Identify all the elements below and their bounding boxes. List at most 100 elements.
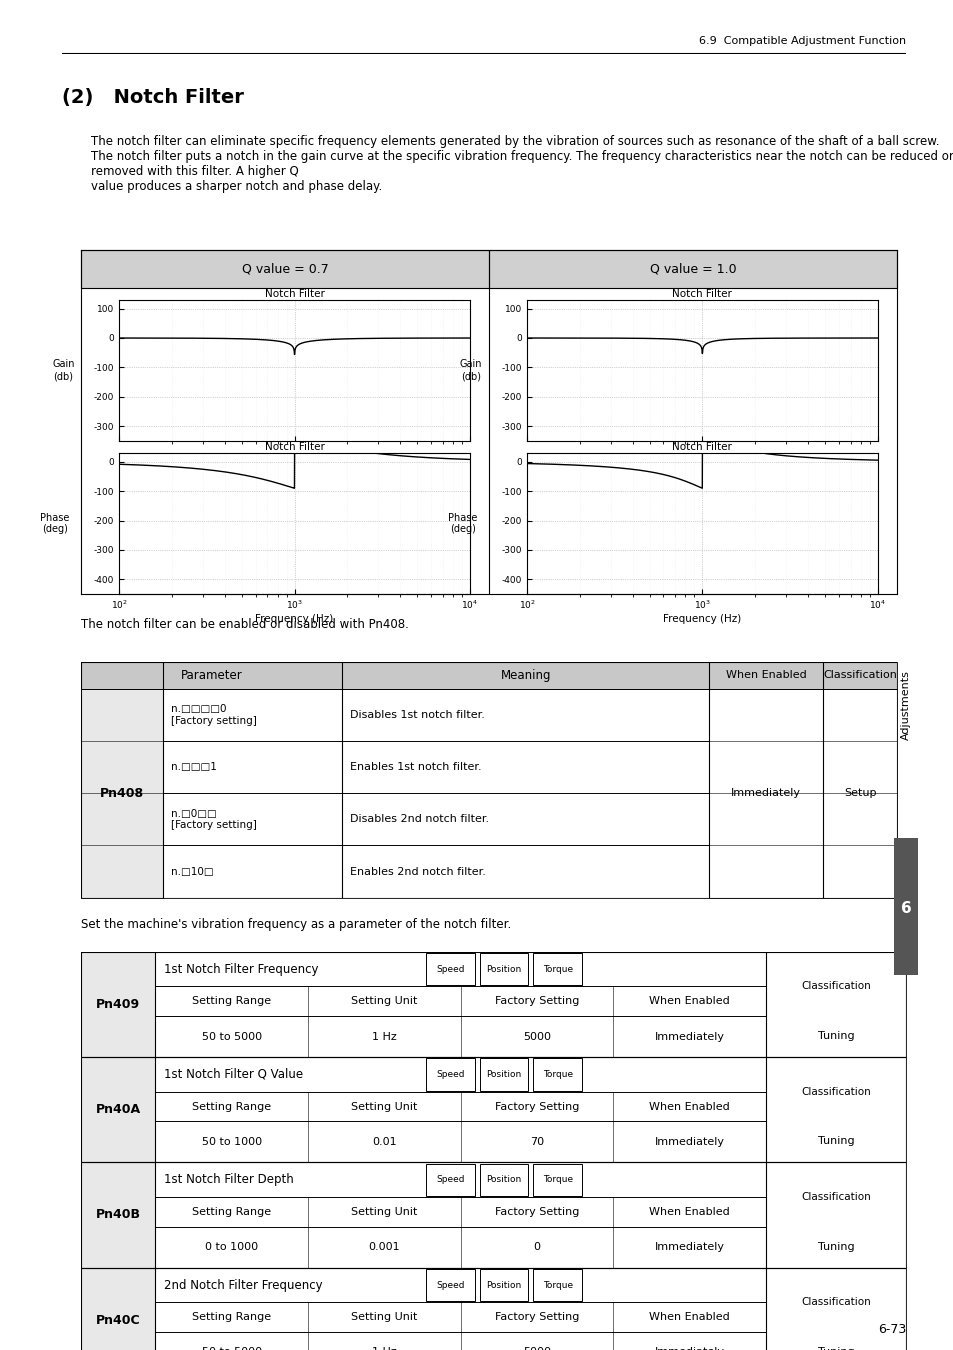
Text: When Enabled: When Enabled	[649, 1102, 729, 1111]
Text: Setup: Setup	[842, 788, 876, 798]
Text: 2nd Notch Filter Frequency: 2nd Notch Filter Frequency	[163, 1278, 322, 1292]
Text: 0.01: 0.01	[372, 1137, 396, 1146]
Text: Setting Unit: Setting Unit	[351, 1102, 417, 1111]
Bar	[155, 1197, 765, 1227]
FancyBboxPatch shape	[479, 1269, 528, 1301]
Text: Pn40C: Pn40C	[96, 1314, 140, 1327]
Text: 50 to 5000: 50 to 5000	[201, 1347, 261, 1350]
Bar	[162, 688, 342, 741]
Text: Immediately: Immediately	[654, 1031, 724, 1041]
Text: Speed: Speed	[436, 1281, 464, 1289]
Bar	[155, 1162, 765, 1197]
Bar	[155, 1092, 765, 1122]
Text: Torque: Torque	[542, 1071, 572, 1079]
Text: Position: Position	[486, 965, 521, 973]
Y-axis label: Phase
(deg): Phase (deg)	[40, 513, 70, 535]
Text: Position: Position	[486, 1071, 521, 1079]
Bar	[155, 1303, 765, 1332]
Text: n.□0□□
[Factory setting]: n.□0□□ [Factory setting]	[171, 809, 256, 830]
Text: Tuning: Tuning	[817, 1137, 854, 1146]
Bar	[708, 794, 822, 845]
Bar	[162, 794, 342, 845]
Text: Pn409: Pn409	[96, 998, 140, 1011]
Text: Meaning: Meaning	[500, 668, 550, 682]
Text: 5000: 5000	[522, 1347, 551, 1350]
Text: Torque: Torque	[542, 965, 572, 973]
Text: Adjustments: Adjustments	[901, 671, 910, 740]
Text: Setting Range: Setting Range	[192, 996, 271, 1006]
FancyBboxPatch shape	[533, 1164, 581, 1196]
Text: 0: 0	[533, 1242, 540, 1251]
Text: Pn40B: Pn40B	[95, 1208, 141, 1222]
Bar	[765, 1057, 905, 1162]
Bar	[155, 1017, 765, 1057]
Text: Setting Unit: Setting Unit	[351, 1207, 417, 1216]
Title: Notch Filter: Notch Filter	[264, 443, 324, 452]
Y-axis label: Phase
(deg): Phase (deg)	[448, 513, 477, 535]
Bar	[822, 662, 896, 688]
Text: 5000: 5000	[522, 1031, 551, 1041]
FancyBboxPatch shape	[426, 953, 475, 985]
Bar	[81, 1268, 155, 1350]
FancyBboxPatch shape	[479, 1058, 528, 1091]
FancyBboxPatch shape	[426, 1164, 475, 1196]
Bar	[822, 688, 896, 741]
Text: n.□□□1: n.□□□1	[171, 761, 216, 772]
Text: Position: Position	[486, 1176, 521, 1184]
Bar	[708, 688, 822, 898]
Bar	[708, 662, 822, 688]
Text: When Enabled: When Enabled	[649, 1312, 729, 1322]
X-axis label: Frequency (Hz): Frequency (Hz)	[255, 614, 334, 624]
Bar	[155, 1057, 765, 1092]
Bar	[81, 688, 162, 741]
Text: Setting Range: Setting Range	[192, 1312, 271, 1322]
Text: 6: 6	[900, 900, 911, 917]
Text: Immediately: Immediately	[731, 788, 801, 798]
Bar	[155, 1227, 765, 1268]
Text: Q value = 0.7: Q value = 0.7	[241, 262, 328, 275]
Text: Enables 2nd notch filter.: Enables 2nd notch filter.	[350, 867, 486, 876]
Text: Setting Range: Setting Range	[192, 1102, 271, 1111]
Text: Setting Unit: Setting Unit	[351, 996, 417, 1006]
Bar	[342, 741, 708, 794]
Bar	[81, 794, 162, 845]
Y-axis label: Gain
(db): Gain (db)	[52, 359, 74, 381]
Text: Tuning: Tuning	[817, 1031, 854, 1041]
Text: Factory Setting: Factory Setting	[495, 1207, 578, 1216]
Bar	[342, 662, 708, 688]
Bar	[765, 952, 905, 1057]
Text: Classification: Classification	[801, 981, 870, 991]
Text: 50 to 5000: 50 to 5000	[201, 1031, 261, 1041]
Bar	[708, 688, 822, 741]
FancyBboxPatch shape	[533, 1058, 581, 1091]
Text: Parameter: Parameter	[180, 668, 242, 682]
Text: When Enabled: When Enabled	[649, 996, 729, 1006]
Text: Q value = 1.0: Q value = 1.0	[649, 262, 736, 275]
Bar	[155, 987, 765, 1017]
Bar	[155, 1122, 765, 1162]
Bar	[155, 952, 765, 987]
Text: 6-73: 6-73	[877, 1323, 905, 1336]
X-axis label: Frequency (Hz): Frequency (Hz)	[662, 614, 740, 624]
Text: 1st Notch Filter Q Value: 1st Notch Filter Q Value	[163, 1068, 302, 1081]
Bar	[765, 1268, 905, 1350]
Text: Factory Setting: Factory Setting	[495, 1102, 578, 1111]
Bar	[81, 741, 162, 794]
Bar	[162, 741, 342, 794]
Bar	[765, 1162, 905, 1268]
Bar	[81, 845, 162, 898]
Text: 1st Notch Filter Depth: 1st Notch Filter Depth	[163, 1173, 294, 1187]
Text: The notch filter can be enabled or disabled with Pn408.: The notch filter can be enabled or disab…	[81, 618, 409, 630]
Bar	[81, 1057, 155, 1162]
Bar	[155, 1332, 765, 1350]
Text: Position: Position	[486, 1281, 521, 1289]
Text: Disables 2nd notch filter.: Disables 2nd notch filter.	[350, 814, 489, 825]
Title: Notch Filter: Notch Filter	[264, 289, 324, 300]
Bar	[708, 845, 822, 898]
Text: Enables 1st notch filter.: Enables 1st notch filter.	[350, 761, 481, 772]
Text: 1 Hz: 1 Hz	[372, 1347, 396, 1350]
Text: Classification: Classification	[822, 670, 896, 680]
Text: Setting Unit: Setting Unit	[351, 1312, 417, 1322]
Text: Classification: Classification	[801, 1087, 870, 1096]
Bar	[81, 662, 342, 688]
